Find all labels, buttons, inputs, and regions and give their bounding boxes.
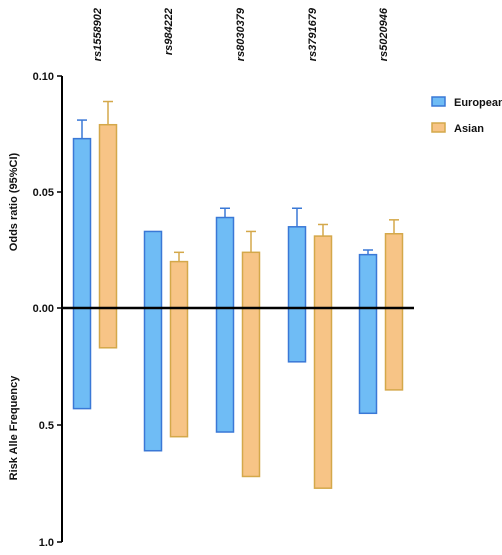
legend-swatch-european bbox=[431, 96, 446, 107]
allele-frequency-bar-asian-rs984222 bbox=[169, 307, 189, 438]
y-tick-label-upper: 0.00 bbox=[33, 303, 54, 315]
y-tick-label-lower: 1.0 bbox=[39, 537, 54, 549]
category-label-rs1558902: rs1558902 bbox=[92, 8, 104, 61]
odds-ratio-bar-european-rs8030379 bbox=[215, 216, 235, 309]
odds-ratio-bar-european-rs1558902 bbox=[72, 137, 92, 309]
legend-label-asian: Asian bbox=[454, 123, 484, 135]
odds-ratio-bar-european-rs3791679 bbox=[287, 226, 307, 309]
allele-frequency-bar-asian-rs1558902 bbox=[98, 307, 118, 349]
odds-ratio-bar-asian-rs8030379 bbox=[241, 251, 261, 309]
odds-ratio-bar-asian-rs984222 bbox=[169, 260, 189, 309]
category-label-rs5020946: rs5020946 bbox=[378, 7, 390, 61]
y-axis-title-upper: Odds ratio (95%CI) bbox=[8, 152, 20, 251]
legend-label-european: European bbox=[454, 97, 502, 109]
allele-frequency-bar-asian-rs3791679 bbox=[313, 307, 333, 489]
odds-ratio-bar-european-rs984222 bbox=[143, 230, 163, 309]
allele-frequency-bar-european-rs8030379 bbox=[215, 307, 235, 433]
y-tick-label-upper: 0.10 bbox=[33, 71, 54, 83]
legend-swatch-asian bbox=[431, 122, 446, 133]
allele-frequency-bar-european-rs984222 bbox=[143, 307, 163, 452]
y-tick-label-lower: 0.5 bbox=[39, 420, 54, 432]
allele-frequency-bar-asian-rs5020946 bbox=[384, 307, 404, 391]
allele-frequency-bar-asian-rs8030379 bbox=[241, 307, 261, 478]
category-label-rs984222: rs984222 bbox=[163, 8, 175, 55]
category-label-rs8030379: rs8030379 bbox=[235, 7, 247, 61]
y-axis-title-lower: Risk Alle Frequency bbox=[8, 375, 20, 481]
odds-ratio-bar-european-rs5020946 bbox=[358, 253, 378, 309]
y-tick-label-upper: 0.05 bbox=[33, 187, 54, 199]
odds-ratio-bar-asian-rs1558902 bbox=[98, 123, 118, 309]
odds-ratio-bar-asian-rs3791679 bbox=[313, 235, 333, 309]
allele-frequency-bar-european-rs1558902 bbox=[72, 307, 92, 410]
allele-frequency-bar-european-rs3791679 bbox=[287, 307, 307, 363]
allele-frequency-bar-european-rs5020946 bbox=[358, 307, 378, 415]
category-label-rs3791679: rs3791679 bbox=[307, 7, 319, 61]
odds-ratio-bar-asian-rs5020946 bbox=[384, 233, 404, 309]
